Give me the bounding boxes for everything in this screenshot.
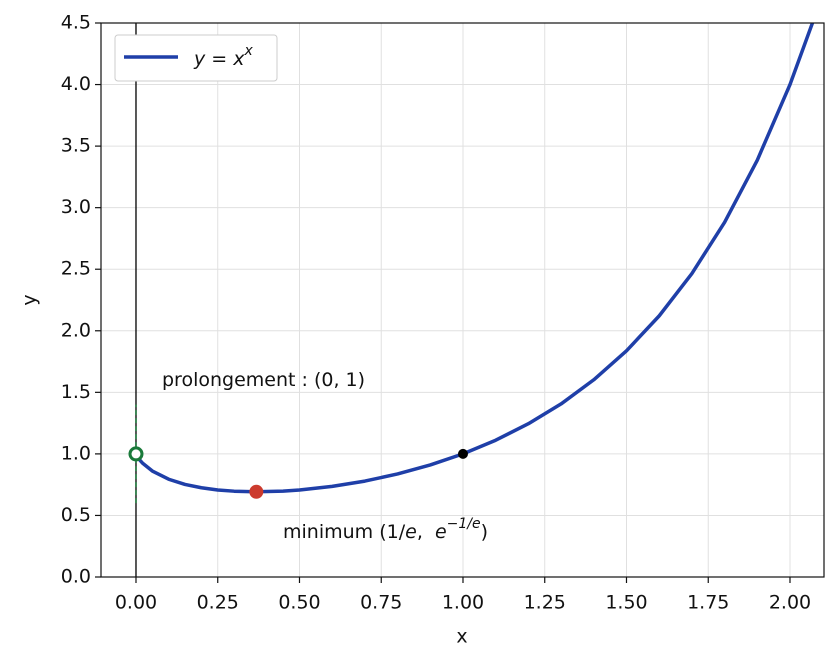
y-axis-label: y (19, 294, 41, 305)
annotation: minimum (1/e, e−1/e) (283, 516, 488, 543)
x-tick-label: 0.75 (360, 592, 402, 614)
legend-box (114, 34, 278, 82)
y-tick-label: 1.0 (61, 442, 91, 464)
grid (101, 22, 824, 578)
x-tick-label: 1.75 (687, 592, 729, 614)
y-tick-label: 4.5 (61, 12, 91, 34)
x-tick-label: 0.25 (197, 592, 239, 614)
legend-text: y = x (193, 48, 245, 70)
x-tick-label: 0.50 (278, 592, 320, 614)
x-tick-label: 1.50 (605, 592, 647, 614)
y-tick-label: 4.0 (61, 73, 91, 95)
annotation-text: e (435, 521, 447, 543)
x-tick-label: 0.00 (115, 592, 157, 614)
y-tick-label: 2.0 (61, 319, 91, 341)
point (128, 446, 144, 462)
annotation: prolongement : (0, 1) (162, 369, 365, 391)
x-axis-label: x (456, 626, 467, 648)
y-tick-label: 2.5 (61, 258, 91, 280)
line (134, 23, 815, 494)
x-tick-label: 1.00 (442, 592, 484, 614)
x-tick-label: 2.00 (769, 592, 811, 614)
annotation-text: prolongement : (0, 1) (162, 369, 365, 391)
y-tick-label: 0.5 (61, 504, 91, 526)
point (457, 448, 468, 459)
y-tick-label: 3.5 (61, 135, 91, 157)
y-tick-label: 1.5 (61, 381, 91, 403)
y-tick-label: 0.0 (61, 566, 91, 588)
annotation-text: e (405, 521, 417, 543)
legend-text: x (244, 43, 254, 59)
ticks: 0.00 0.25 0.50 0.75 1.00 1.25 1.50 1.75 2.00 0.0 0… (61, 12, 811, 614)
legend: y = xx (114, 34, 278, 82)
x-tick-label: 1.25 (524, 592, 566, 614)
annotation-text: minimum (1/ (283, 521, 406, 543)
annotation-text: ) (481, 521, 488, 543)
plot-area (134, 23, 815, 577)
point (249, 484, 264, 499)
y-tick-label: 3.0 (61, 196, 91, 218)
annotation-text: , (417, 521, 435, 543)
annotation-text: −1/e (447, 516, 481, 532)
legend-label: y = xx (193, 43, 254, 70)
